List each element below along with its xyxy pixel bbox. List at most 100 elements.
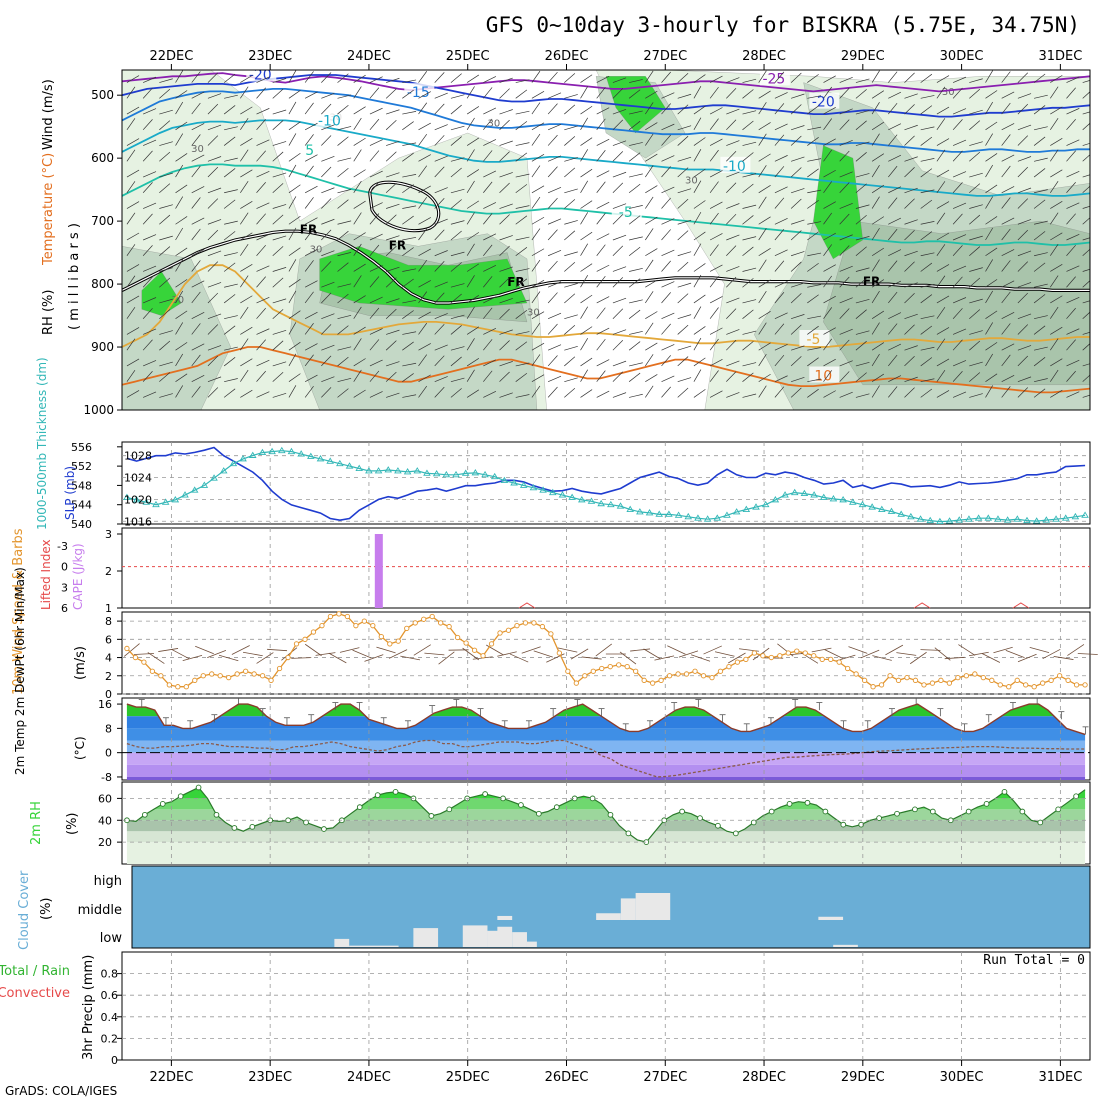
isotherm-label-bg: [799, 330, 830, 346]
wind-barb: [288, 215, 301, 225]
wind-barb: [321, 135, 332, 146]
freezing-label: FR: [863, 274, 880, 288]
wind-barb: [677, 356, 689, 367]
thickness-marker: [345, 462, 354, 469]
wind-barb: [709, 212, 719, 225]
thickness-marker: [897, 510, 905, 517]
wind-barb: [499, 203, 513, 209]
wind-barb: [1017, 72, 1029, 83]
wind-speed-marker: [217, 673, 223, 679]
wind-barb: [612, 203, 627, 209]
wind-speed-marker: [565, 668, 571, 674]
thickness-marker: [413, 467, 422, 474]
wind-barb: [564, 345, 578, 351]
wind-barb: [304, 374, 318, 382]
isotherm-label-bg: [404, 83, 435, 100]
wind-barb: [888, 123, 902, 131]
wind-barb: [256, 265, 270, 272]
wind-barb: [564, 220, 578, 225]
wind-barb: [321, 187, 335, 194]
wind-barb: [774, 249, 788, 257]
wind-barb: [742, 78, 757, 83]
wind-barb: [547, 281, 562, 288]
wind-barb: [402, 236, 417, 241]
wind-barb: [612, 308, 624, 319]
wind-barb: [240, 295, 253, 304]
wind-barb: [402, 205, 417, 209]
upper-ytick-label: 600: [91, 151, 114, 165]
wind-barb: [1050, 201, 1063, 209]
cloud-block: [512, 932, 527, 947]
thickness-marker: [171, 496, 180, 503]
top-date-label: 28DEC: [742, 49, 786, 64]
rh-marker: [858, 821, 865, 828]
rh-marker: [177, 793, 184, 800]
wind-barb: [726, 119, 737, 131]
wind-barb: [353, 306, 362, 319]
wind-barb: [272, 214, 284, 225]
wind-barb: [1034, 315, 1048, 320]
wind-barb: [223, 325, 236, 335]
wind-barb: [288, 353, 297, 367]
wind-barb: [742, 246, 754, 257]
wind-barb: [1050, 326, 1063, 335]
wind-barb: [758, 385, 767, 398]
wind-barb: [386, 140, 400, 146]
wind-barb: [1082, 237, 1090, 241]
wind-barb: [580, 369, 589, 382]
precip-ytick-label: 0.2: [101, 1032, 119, 1045]
wind-barb: [952, 139, 967, 146]
wind-barb: [839, 265, 853, 272]
isotherm-label: -10: [723, 159, 746, 175]
wind-barb: [904, 104, 915, 115]
wind-barb: [547, 323, 558, 335]
wind-speed-marker: [421, 616, 427, 622]
temp-ytick-label: -8: [101, 771, 112, 784]
bottom-date-label: 25DEC: [446, 1070, 490, 1085]
wind-barb: [143, 76, 157, 83]
wind-barb: [256, 213, 266, 225]
thickness-marker: [200, 481, 209, 488]
wind-10m-barb: [388, 649, 408, 659]
wind-barb: [547, 249, 562, 257]
bottom-date-label: 30DEC: [940, 1070, 984, 1085]
wind-barb: [661, 386, 671, 398]
wind-speed-marker: [853, 671, 859, 677]
wind-barb: [758, 279, 771, 288]
wind-barb: [126, 138, 140, 146]
wind-barb: [450, 388, 462, 398]
wind-barb: [758, 185, 771, 194]
wind-barb: [628, 152, 641, 162]
upper-ylabel-rh: RH (%): [41, 290, 56, 335]
wind-ytick-label: 8: [105, 615, 112, 628]
wind-barb: [547, 386, 558, 398]
wind-barb: [434, 124, 448, 131]
wind-barb: [742, 393, 757, 398]
wind-barb: [726, 234, 740, 241]
wind-barb: [839, 276, 850, 288]
wind-barb: [531, 342, 545, 351]
wind-barb: [823, 86, 833, 99]
wind-barb: [823, 244, 833, 256]
wind-speed-marker: [734, 659, 741, 665]
wind-barb: [434, 166, 445, 178]
wind-barb: [191, 217, 205, 225]
wind-barb: [774, 71, 785, 83]
wind-barb: [629, 110, 643, 115]
wind-barb: [645, 153, 658, 162]
wind-speed-marker: [717, 668, 724, 674]
wind-barb: [402, 310, 414, 319]
wind-barb: [1033, 357, 1046, 367]
wind-barb: [790, 156, 805, 162]
wind-barb: [580, 263, 593, 272]
thickness-marker: [519, 481, 528, 488]
wind-barb: [952, 265, 967, 272]
wind-barb: [402, 79, 417, 83]
wind-barb: [337, 283, 352, 288]
wind-barb: [855, 309, 867, 319]
wind-barb: [434, 323, 445, 335]
wind-barb: [904, 261, 915, 272]
wind-barb: [175, 153, 188, 162]
thickness-marker: [539, 486, 547, 493]
wind-barb: [1066, 276, 1076, 288]
